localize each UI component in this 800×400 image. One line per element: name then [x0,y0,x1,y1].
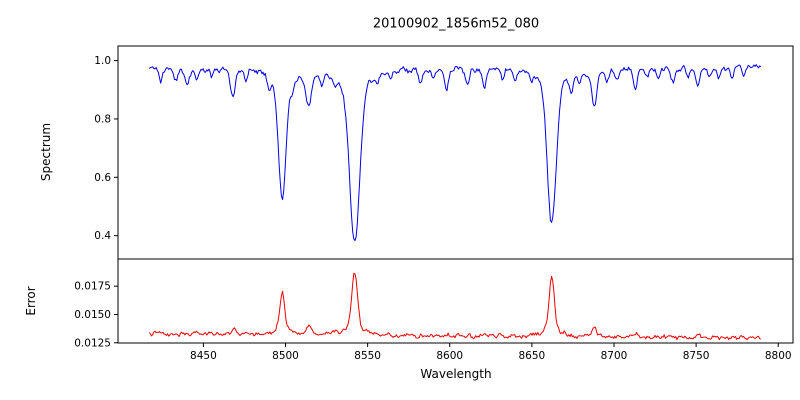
y-tick-label-spectrum: 0.4 [94,230,111,242]
spectrum-line [148,64,762,242]
axes-frame-spectrum [117,45,794,260]
x-tick-label: 8450 [190,350,217,362]
error-line [148,272,761,341]
x-axis-label: Wavelength [420,367,492,381]
y-tick-label-error: 0.0125 [74,337,111,349]
y-tick-label-spectrum: 0.8 [94,113,111,125]
axes-frame-error [117,258,794,344]
x-tick-label: 8650 [519,350,546,362]
y-tick-label-spectrum: 0.6 [94,172,111,184]
x-tick-label: 8500 [272,350,299,362]
y-tick-label-spectrum: 1.0 [94,55,111,67]
x-tick-label: 8700 [601,350,628,362]
y-tick-label-error: 0.0175 [74,281,111,293]
x-tick-label: 8550 [354,350,381,362]
chart-title: 20100902_1856m52_080 [372,16,540,32]
x-tick-label: 8750 [683,350,710,362]
x-tick-label: 8600 [436,350,463,362]
x-tick-label: 8800 [765,350,792,362]
y-tick-label-error: 0.0150 [74,309,111,321]
